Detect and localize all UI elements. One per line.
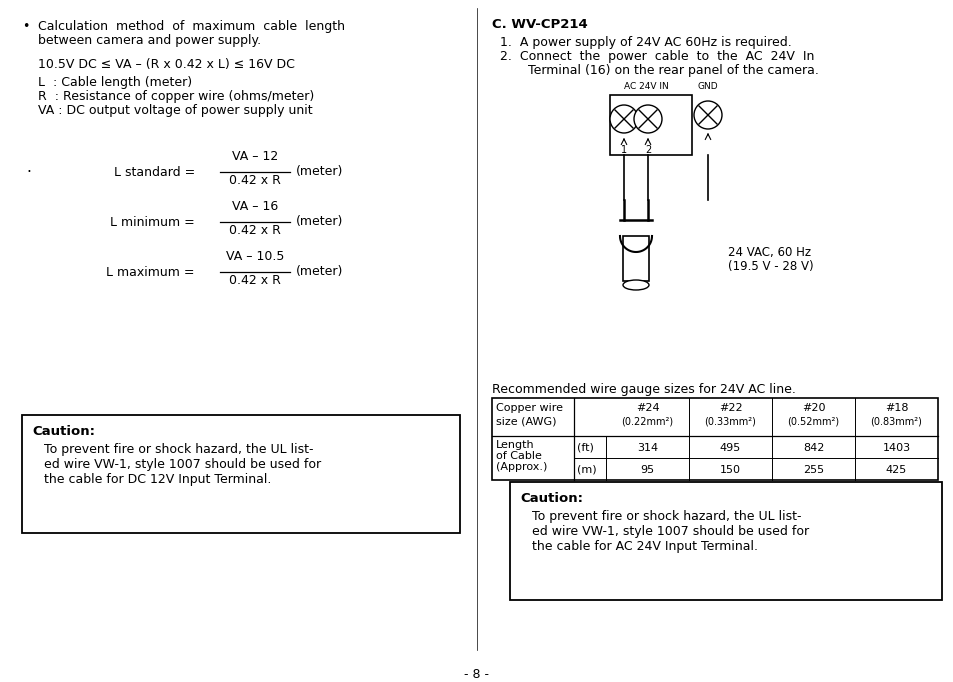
Text: 0.42 x R: 0.42 x R xyxy=(229,174,280,187)
Text: the cable for DC 12V Input Terminal.: the cable for DC 12V Input Terminal. xyxy=(44,473,271,486)
Circle shape xyxy=(609,105,638,133)
Text: - 8 -: - 8 - xyxy=(464,668,489,681)
Circle shape xyxy=(634,105,661,133)
Text: Terminal (16) on the rear panel of the camera.: Terminal (16) on the rear panel of the c… xyxy=(512,64,818,77)
Text: 10.5V DC ≤ VA – (R x 0.42 x L) ≤ 16V DC: 10.5V DC ≤ VA – (R x 0.42 x L) ≤ 16V DC xyxy=(38,58,294,71)
Text: (0.22mm²): (0.22mm²) xyxy=(620,416,673,426)
Text: size (AWG): size (AWG) xyxy=(496,416,556,426)
Bar xyxy=(22,415,459,533)
Text: VA – 10.5: VA – 10.5 xyxy=(226,250,284,263)
Text: 2: 2 xyxy=(644,145,651,155)
Bar xyxy=(609,95,691,155)
Text: Length: Length xyxy=(496,440,534,450)
Text: Caution:: Caution: xyxy=(519,492,582,505)
Text: 1403: 1403 xyxy=(882,443,909,453)
Text: (meter): (meter) xyxy=(295,166,343,179)
Text: 314: 314 xyxy=(637,443,658,453)
Text: Calculation  method  of  maximum  cable  length: Calculation method of maximum cable leng… xyxy=(38,20,345,33)
Text: AC 24V IN: AC 24V IN xyxy=(623,82,668,91)
Text: C. WV-CP214: C. WV-CP214 xyxy=(492,18,587,31)
Bar xyxy=(492,398,937,480)
Text: (19.5 V - 28 V): (19.5 V - 28 V) xyxy=(727,260,813,273)
Text: between camera and power supply.: between camera and power supply. xyxy=(38,34,261,47)
Text: (Approx.): (Approx.) xyxy=(496,462,547,472)
Text: ed wire VW-1, style 1007 should be used for: ed wire VW-1, style 1007 should be used … xyxy=(532,525,808,538)
Text: 1: 1 xyxy=(620,145,626,155)
Text: 0.42 x R: 0.42 x R xyxy=(229,224,280,237)
Text: ·: · xyxy=(26,164,30,179)
Text: •: • xyxy=(22,20,30,33)
Text: #24: #24 xyxy=(635,403,659,413)
Text: 842: 842 xyxy=(802,443,823,453)
Text: Caution:: Caution: xyxy=(32,425,95,438)
Text: ed wire VW-1, style 1007 should be used for: ed wire VW-1, style 1007 should be used … xyxy=(44,458,321,471)
Ellipse shape xyxy=(622,280,648,290)
Text: (m): (m) xyxy=(577,464,596,474)
Text: #20: #20 xyxy=(801,403,824,413)
Text: of Cable: of Cable xyxy=(496,451,541,461)
Text: 425: 425 xyxy=(885,465,906,475)
Text: To prevent fire or shock hazard, the UL list-: To prevent fire or shock hazard, the UL … xyxy=(532,510,801,523)
Text: VA – 16: VA – 16 xyxy=(232,200,278,213)
Text: the cable for AC 24V Input Terminal.: the cable for AC 24V Input Terminal. xyxy=(532,540,758,553)
Text: 1.  A power supply of 24V AC 60Hz is required.: 1. A power supply of 24V AC 60Hz is requ… xyxy=(499,36,791,49)
Text: 2.  Connect  the  power  cable  to  the  AC  24V  In: 2. Connect the power cable to the AC 24V… xyxy=(499,50,814,63)
Text: (0.52mm²): (0.52mm²) xyxy=(786,416,839,426)
Text: #18: #18 xyxy=(883,403,907,413)
Text: L maximum =: L maximum = xyxy=(107,265,194,278)
Text: GND: GND xyxy=(697,82,718,91)
Text: 95: 95 xyxy=(639,465,654,475)
Text: 24 VAC, 60 Hz: 24 VAC, 60 Hz xyxy=(727,246,810,259)
Text: To prevent fire or shock hazard, the UL list-: To prevent fire or shock hazard, the UL … xyxy=(44,443,314,456)
Text: 150: 150 xyxy=(720,465,740,475)
Text: (meter): (meter) xyxy=(295,216,343,228)
Text: L standard =: L standard = xyxy=(113,166,194,179)
Text: (ft): (ft) xyxy=(577,442,594,452)
Text: 0.42 x R: 0.42 x R xyxy=(229,274,280,287)
Text: (meter): (meter) xyxy=(295,265,343,278)
Bar xyxy=(510,482,941,600)
Text: (0.33mm²): (0.33mm²) xyxy=(704,416,756,426)
Text: 255: 255 xyxy=(802,465,823,475)
Text: Recommended wire gauge sizes for 24V AC line.: Recommended wire gauge sizes for 24V AC … xyxy=(492,383,795,396)
Text: Copper wire: Copper wire xyxy=(496,403,562,413)
Text: R  : Resistance of copper wire (ohms/meter): R : Resistance of copper wire (ohms/mete… xyxy=(38,90,314,103)
Bar xyxy=(622,236,648,281)
Circle shape xyxy=(693,101,721,129)
Text: VA – 12: VA – 12 xyxy=(232,150,278,163)
Text: VA : DC output voltage of power supply unit: VA : DC output voltage of power supply u… xyxy=(38,104,313,117)
Text: L minimum =: L minimum = xyxy=(111,216,194,228)
Text: #22: #22 xyxy=(718,403,741,413)
Text: L  : Cable length (meter): L : Cable length (meter) xyxy=(38,76,192,89)
Text: (0.83mm²): (0.83mm²) xyxy=(870,416,922,426)
Text: 495: 495 xyxy=(720,443,740,453)
